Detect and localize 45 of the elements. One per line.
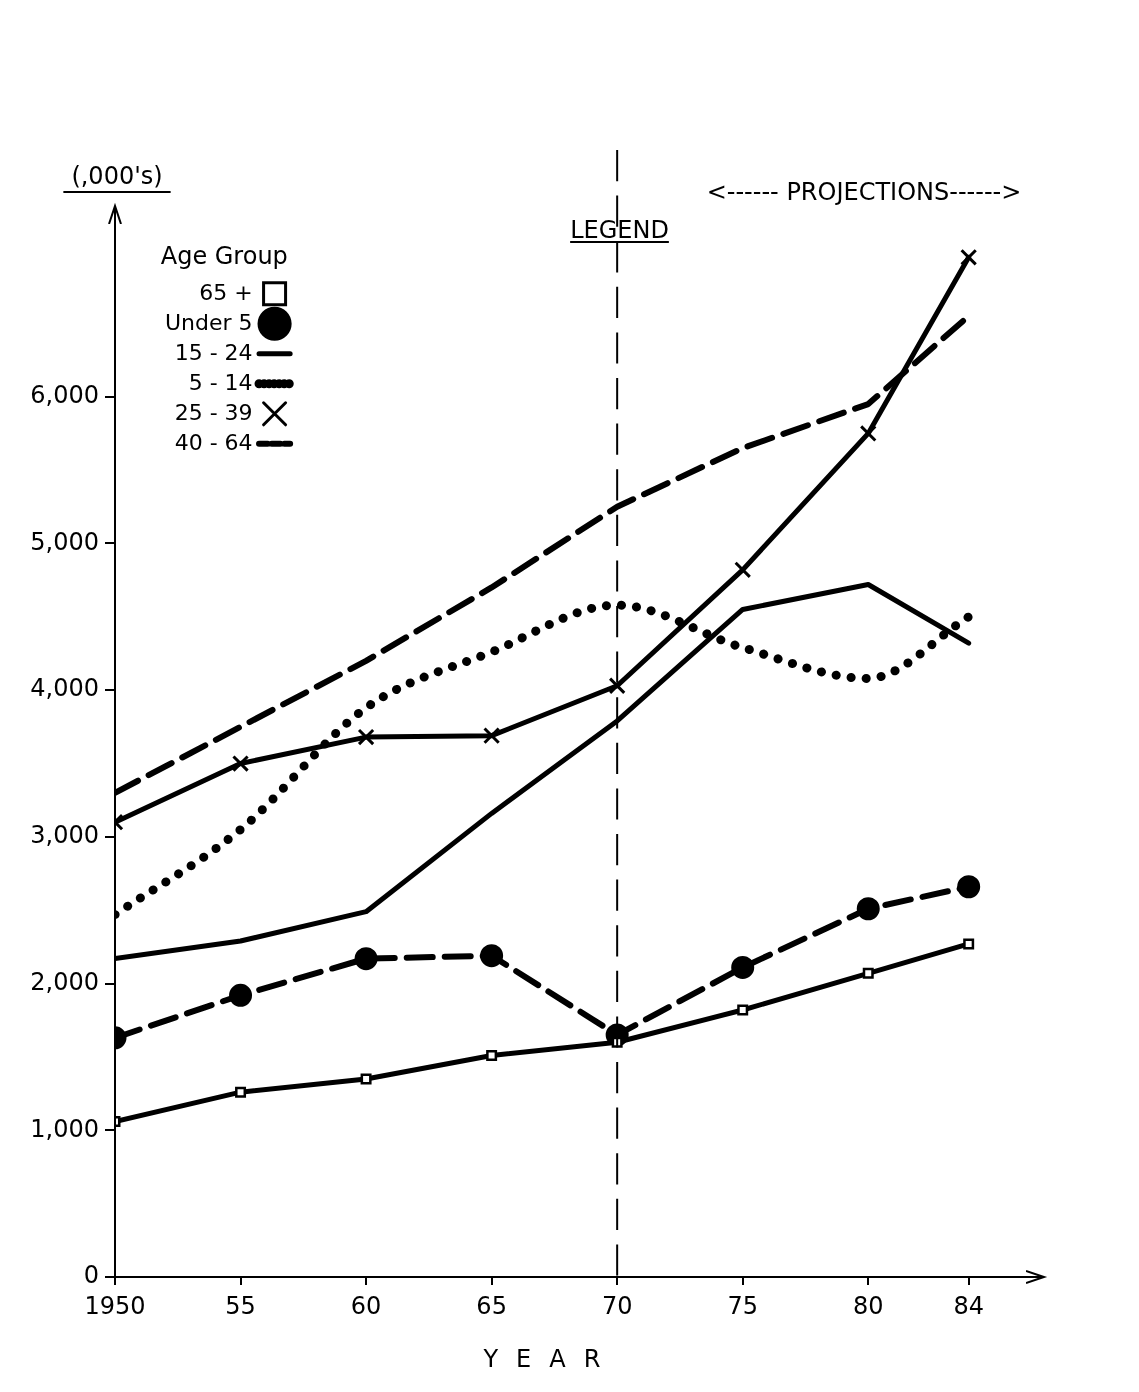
x-tick-label: 75 — [727, 1291, 758, 1320]
legend-label: 5 - 14 — [188, 369, 253, 395]
legend-label: 40 - 64 — [174, 429, 253, 455]
x-tick-label: 55 — [225, 1291, 256, 1320]
y-tick-label: 2,000 — [30, 967, 99, 996]
legend-label: Under 5 — [164, 309, 253, 335]
y-tick-label: 4,000 — [30, 674, 99, 703]
point — [235, 1086, 247, 1098]
point — [737, 1004, 749, 1016]
annotation: LEGEND — [570, 216, 669, 244]
x-tick-label: 1950 — [84, 1291, 146, 1320]
point — [856, 897, 880, 921]
x-tick-label: 84 — [953, 1291, 984, 1320]
y-tick-label: 3,000 — [30, 821, 99, 850]
point — [360, 1073, 372, 1085]
point — [862, 967, 874, 979]
y-tick-label: 1,000 — [30, 1114, 99, 1143]
point — [734, 561, 752, 579]
point — [231, 754, 250, 773]
x-tick-label: 70 — [601, 1291, 633, 1320]
point — [357, 728, 375, 746]
point — [354, 947, 378, 971]
y-tick-label: 0 — [83, 1261, 99, 1290]
x-axis-title: YEAR — [482, 1345, 619, 1373]
x-tick-label: 80 — [852, 1291, 884, 1320]
point — [957, 875, 981, 899]
point — [480, 944, 504, 968]
y-tick-label: 5,000 — [30, 527, 99, 556]
point — [483, 727, 501, 745]
y-axis-title: (,000's) — [71, 162, 163, 190]
legend-label: 25 - 39 — [174, 399, 253, 425]
y-tick-label: 6,000 — [30, 380, 99, 409]
point — [608, 677, 626, 695]
x-tick-label: 65 — [476, 1291, 507, 1320]
point — [731, 955, 755, 979]
legend-label: 15 - 24 — [174, 339, 253, 365]
point — [229, 983, 253, 1007]
x-tick-label: 60 — [350, 1291, 382, 1320]
legend-label: 65 + — [199, 279, 253, 305]
point — [963, 938, 975, 950]
point — [960, 248, 978, 266]
legend-title: Age Group — [160, 242, 288, 271]
point — [486, 1049, 498, 1061]
point — [859, 424, 877, 442]
annotation: <------ PROJECTIONS------> — [706, 178, 1022, 206]
